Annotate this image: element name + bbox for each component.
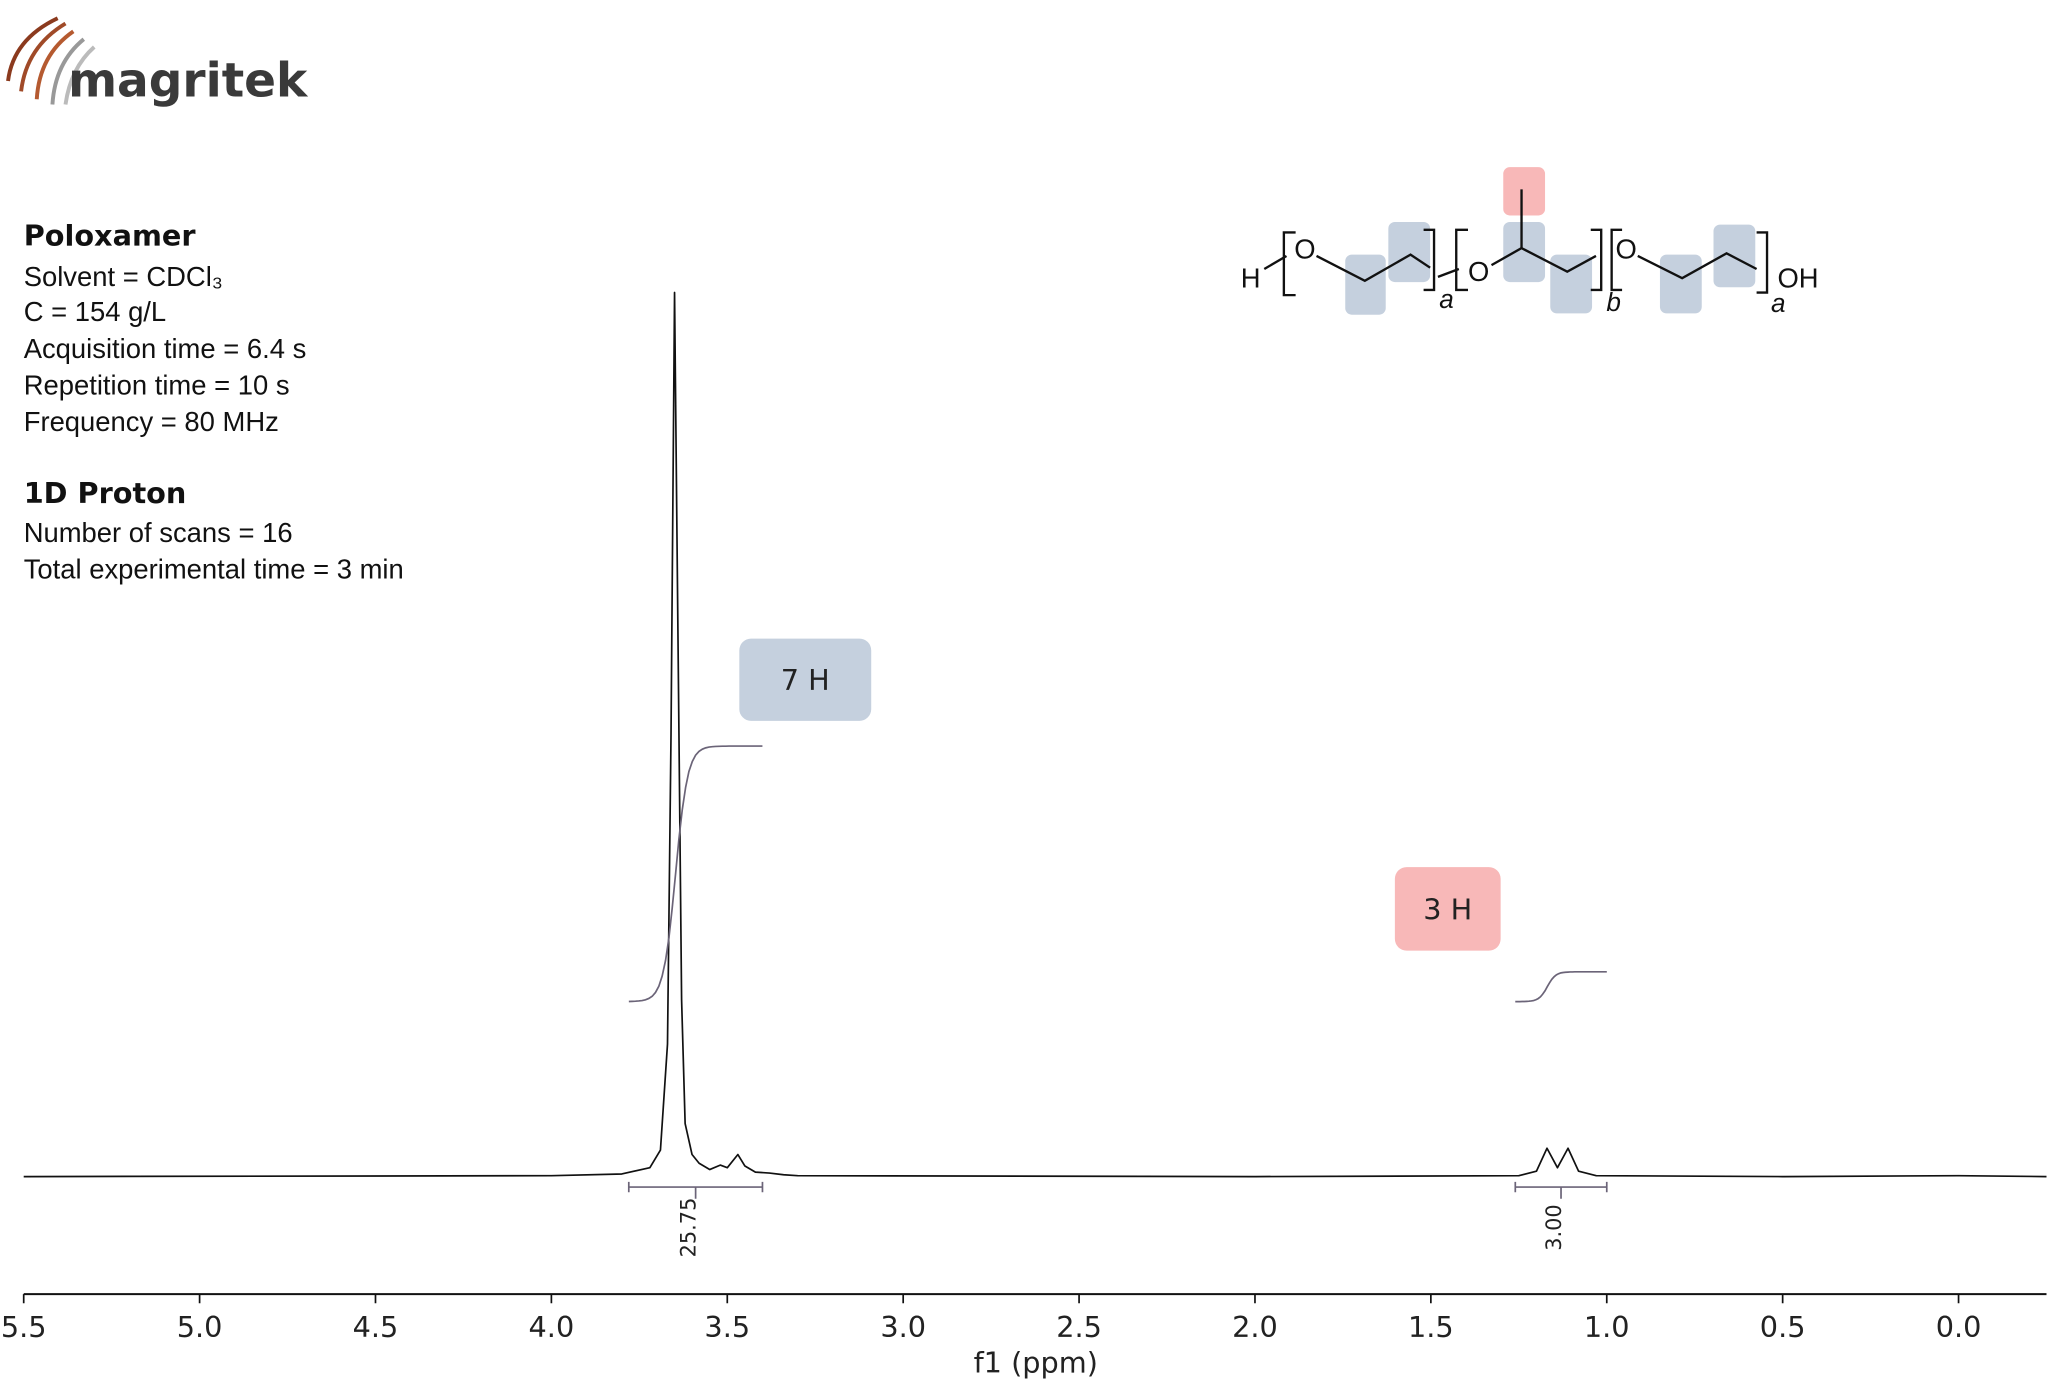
- structure-label: O: [1294, 234, 1315, 265]
- x-tick-label: 5.5: [1, 1310, 47, 1344]
- annotation-box: [739, 638, 872, 721]
- integral-curve: [628, 745, 763, 1003]
- sample-line: Frequency = 80 MHz: [24, 406, 279, 437]
- integral-curve: [1515, 970, 1607, 1003]
- structure: H O a O b O OH a: [1241, 167, 1819, 318]
- structure-label: b: [1606, 287, 1621, 317]
- sample-line: Acquisition time = 6.4 s: [24, 333, 307, 364]
- experiment-line: Total experimental time = 3 min: [24, 554, 404, 585]
- sample-line: Repetition time = 10 s: [24, 369, 290, 400]
- sample-line: Solvent = CDCl₃: [24, 261, 223, 292]
- integral-label: 3.00: [1542, 1204, 1566, 1250]
- integral-bracket: [627, 1181, 764, 1199]
- spectrum-line: [23, 291, 2047, 1178]
- structure-label: a: [1771, 288, 1786, 318]
- experiment-line: Number of scans = 16: [24, 517, 293, 548]
- x-axis-label: f1 (ppm): [974, 1345, 1098, 1379]
- logo-text: magritek: [68, 54, 309, 109]
- annotation-box: [1394, 867, 1501, 951]
- x-tick-label: 3.5: [704, 1310, 750, 1344]
- x-tick-label: 5.0: [177, 1310, 223, 1344]
- x-tick-label: 3.0: [880, 1310, 926, 1344]
- structure-label: H: [1241, 262, 1261, 293]
- annotation-text: 3 H: [1423, 892, 1472, 926]
- x-tick-label: 0.5: [1760, 1310, 1806, 1344]
- integral-bracket: [1514, 1181, 1608, 1199]
- x-tick-label: 1.0: [1584, 1310, 1630, 1344]
- x-tick-label: 2.0: [1232, 1310, 1278, 1344]
- integral-label: 25.75: [677, 1198, 701, 1258]
- x-tick-label: 4.0: [529, 1310, 575, 1344]
- sample-title: Poloxamer: [24, 219, 197, 253]
- logo: magritek: [6, 16, 309, 109]
- x-tick-label: 4.5: [353, 1310, 399, 1344]
- experiment-title: 1D Proton: [24, 476, 187, 510]
- sample-line: C = 154 g/L: [24, 296, 166, 327]
- structure-label: a: [1439, 284, 1454, 314]
- x-tick-label: 2.5: [1056, 1310, 1102, 1344]
- x-tick-label: 0.0: [1936, 1310, 1982, 1344]
- structure-label: O: [1468, 256, 1489, 287]
- structure-label: O: [1616, 234, 1637, 265]
- x-tick-label: 1.5: [1408, 1310, 1454, 1344]
- annotation-text: 7 H: [781, 663, 830, 697]
- structure-label: OH: [1777, 262, 1818, 293]
